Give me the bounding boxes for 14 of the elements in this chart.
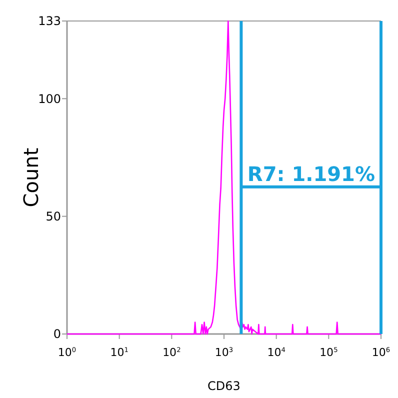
x-tick-label: 10$^{0}$: [58, 346, 76, 359]
y-axis-title: Count: [19, 148, 43, 208]
x-tick-label: 10$^{1}$: [110, 346, 128, 359]
x-tick-label: 10$^{4}$: [267, 346, 286, 359]
y-tick-label: 133: [38, 14, 61, 28]
x-tick-label: 10$^{3}$: [214, 346, 234, 359]
y-tick-label: 100: [38, 92, 61, 106]
x-axis-title: CD63: [208, 379, 240, 393]
x-tick-label: 10$^{2}$: [162, 346, 181, 359]
y-tick-label: 50: [46, 210, 61, 224]
annotation: R7: 1.191%: [247, 162, 375, 186]
x-tick-label: 10$^{5}$: [320, 346, 338, 359]
x-tick-label: 10$^{6}$: [372, 346, 390, 359]
y-tick-label: 0: [53, 327, 61, 342]
